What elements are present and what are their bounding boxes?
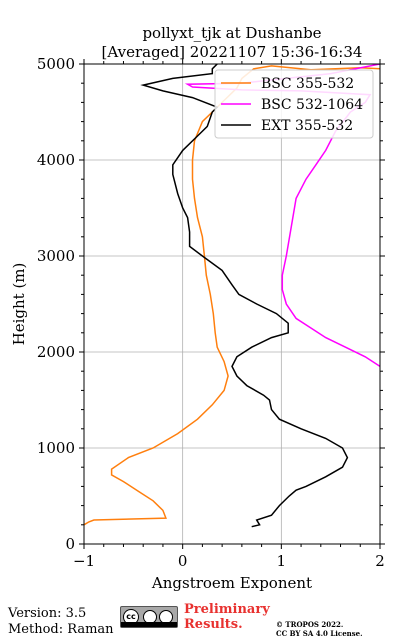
method-text: Method: Raman [8,622,114,637]
legend-entry: BSC 532-1064 [261,97,363,113]
preliminary-line2: Results. [184,617,243,632]
chart-figure: pollyxt_tjk at Dushanbe [Averaged] 20221… [10,24,385,592]
cc-license-badge: cc [120,606,178,628]
chart-title-line1: pollyxt_tjk at Dushanbe [142,24,321,42]
preliminary-line1: Preliminary [184,602,270,617]
copyright-notice: © TROPOS 2022. CC BY SA 4.0 License. [276,620,363,638]
y-tick-label: 2000 [37,343,75,361]
series-line-bsc-532-1064 [184,64,380,368]
preliminary-notice: Preliminary Results. [184,602,270,632]
badge-strip [121,622,177,627]
legend-entry: EXT 355-532 [261,118,353,134]
version-text: Version: 3.5 [8,606,87,621]
legend-entry: BSC 355-532 [261,76,354,92]
y-tick-label: 1000 [37,439,75,457]
y-tick-label: 4000 [37,151,75,169]
y-axis-label: Height (m) [10,263,28,346]
y-tick-label: 3000 [37,247,75,265]
legend-box [214,69,374,139]
series-line-ext-355-532 [140,64,349,528]
y-tick-label: 0 [65,535,75,553]
y-tick-label: 5000 [37,55,75,73]
x-tick-label: 1 [277,552,287,570]
x-axis-label: Angstroem Exponent [151,574,312,592]
legend: BSC 355-532 BSC 532-1064 EXT 355-532 [214,69,374,139]
copyright-line2: CC BY SA 4.0 License. [276,629,363,638]
x-tick-label: 0 [178,552,188,570]
plot-frame [83,63,381,545]
x-tick-label: 2 [375,552,385,570]
x-tick-label: −1 [73,552,95,570]
chart-title-line2: [Averaged] 20221107 15:36-16:34 [102,43,363,61]
copyright-line1: © TROPOS 2022. [276,620,344,629]
